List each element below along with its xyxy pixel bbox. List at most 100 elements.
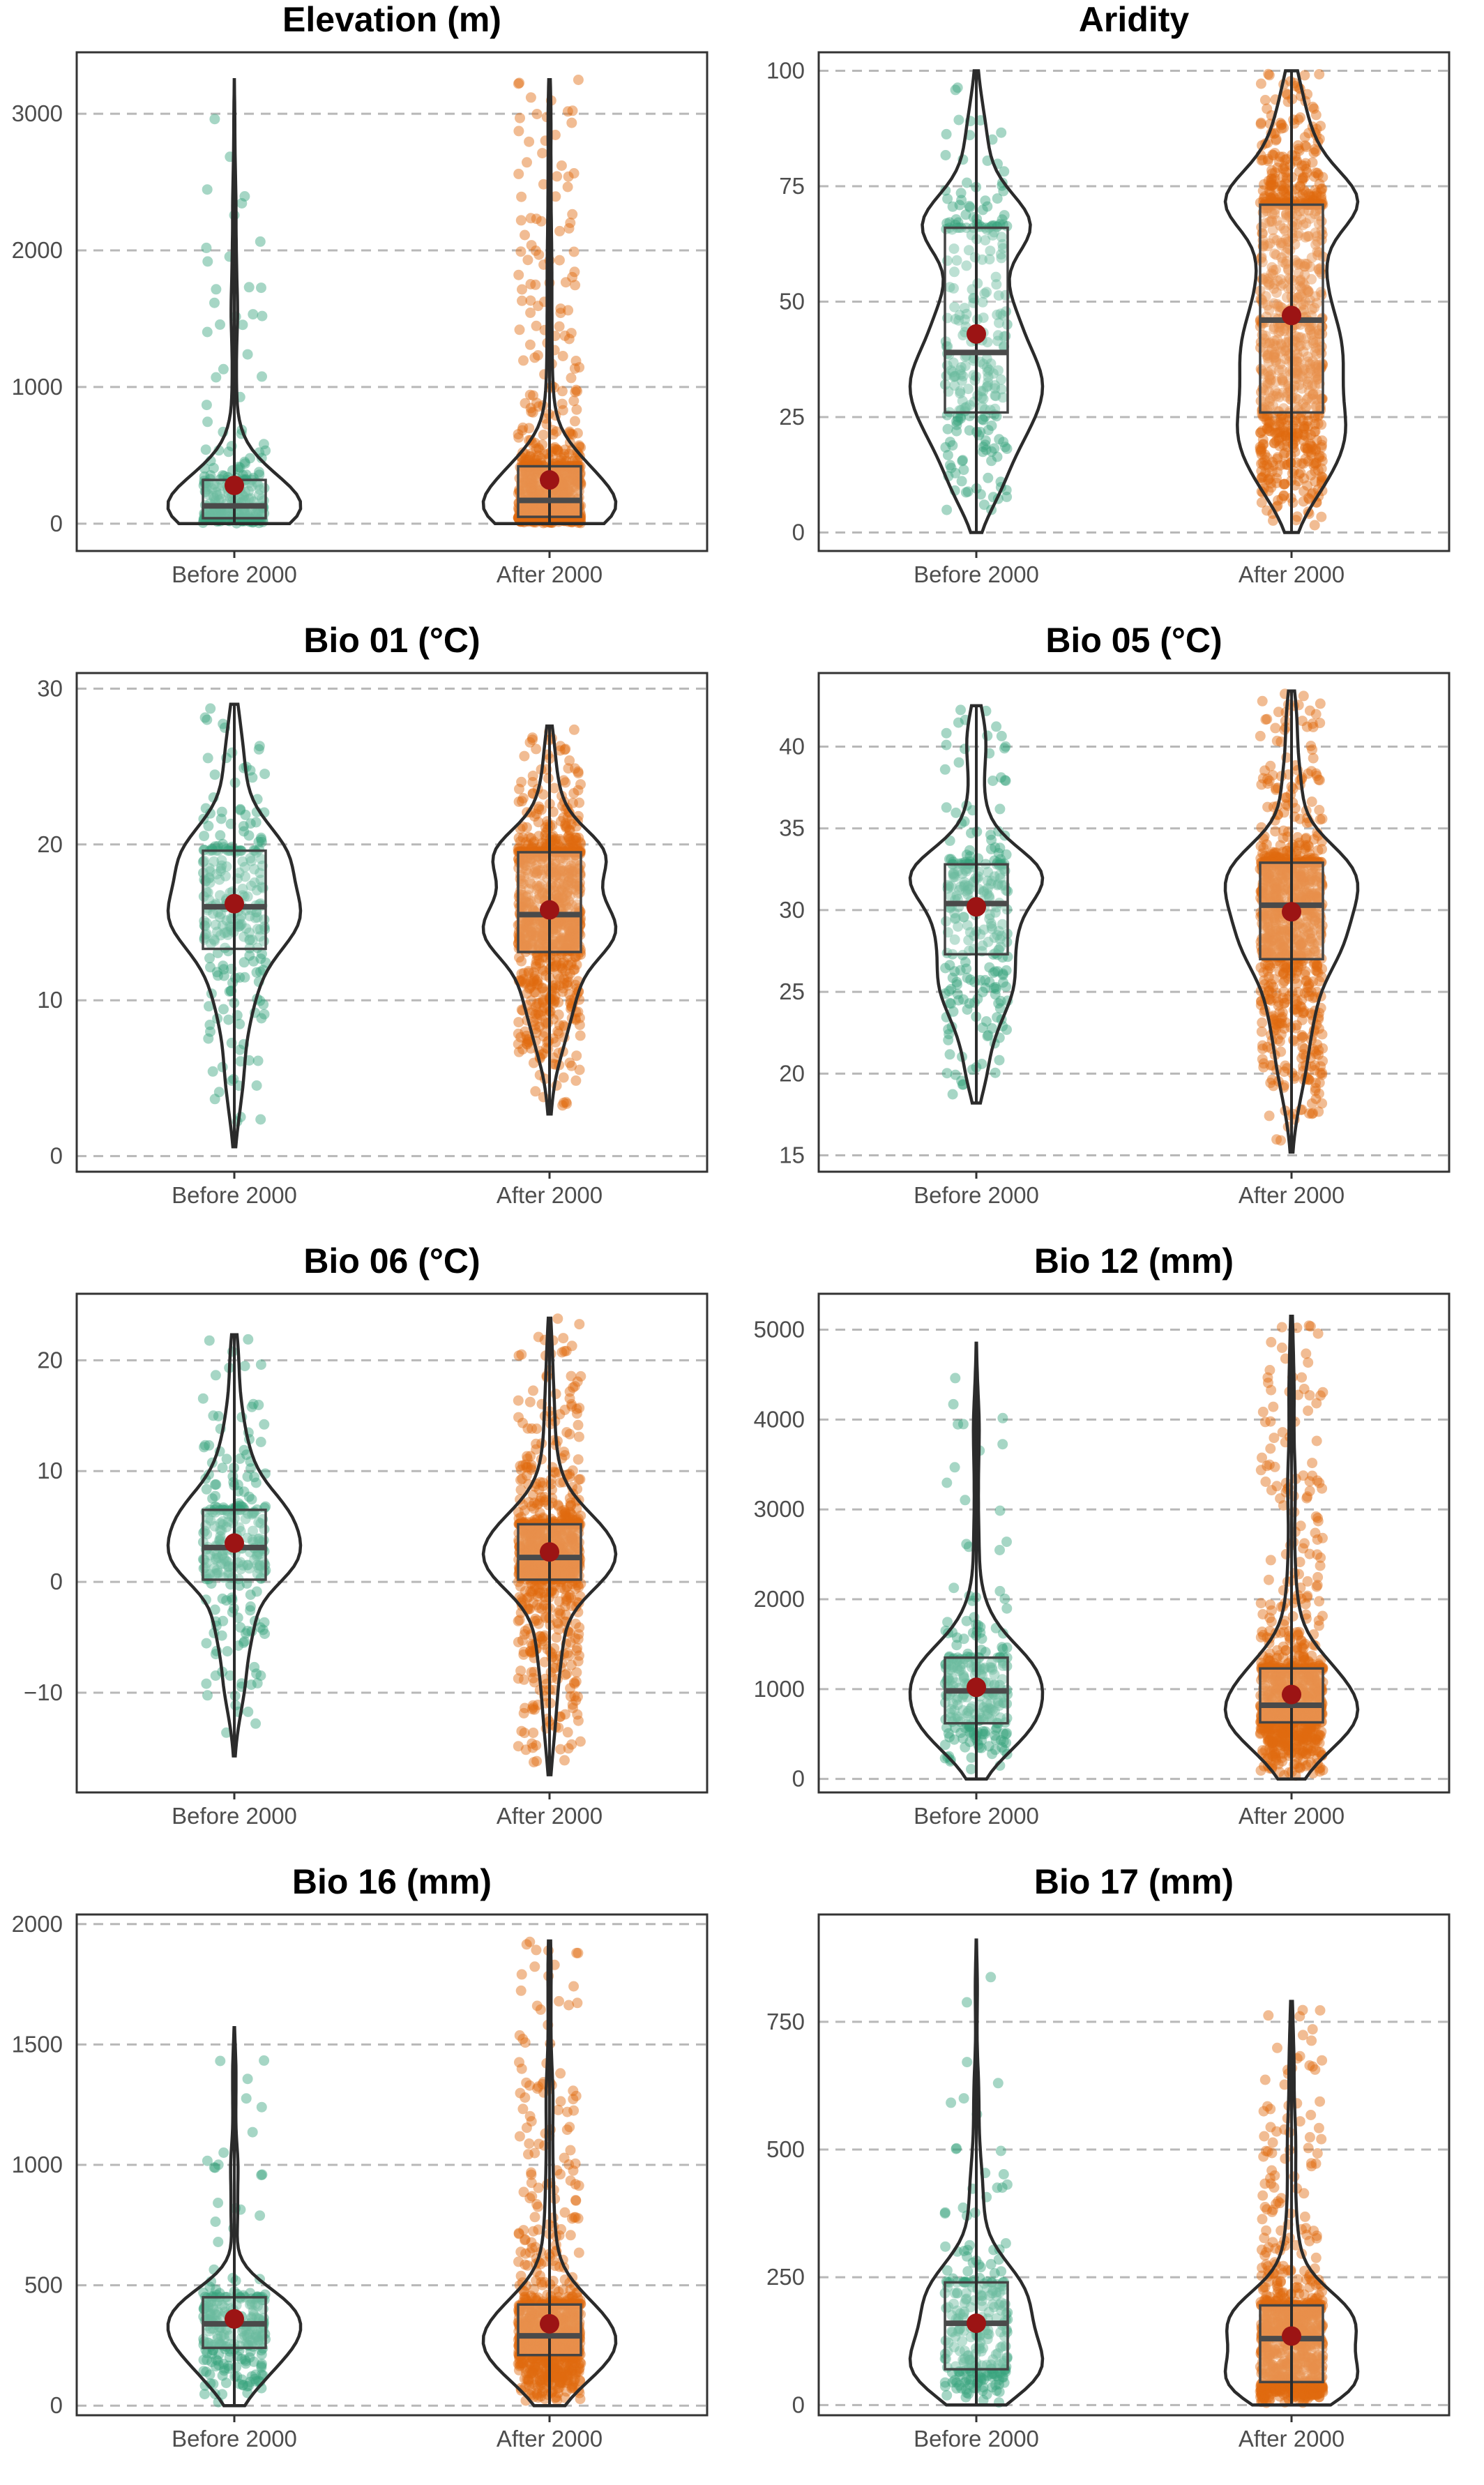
data-point — [1306, 191, 1317, 202]
data-point — [1264, 401, 1275, 412]
data-point — [234, 867, 245, 878]
data-point — [1310, 146, 1322, 157]
data-point — [995, 308, 1006, 319]
data-point — [1265, 760, 1276, 771]
data-point — [533, 803, 545, 815]
data-point — [217, 1516, 228, 1527]
data-point — [1297, 923, 1308, 934]
data-point — [554, 745, 566, 756]
data-point — [965, 974, 976, 985]
data-point — [524, 898, 535, 909]
data-point — [1301, 167, 1312, 178]
data-point — [535, 501, 545, 512]
data-point — [941, 128, 952, 139]
data-point — [212, 840, 223, 852]
data-point — [983, 1029, 994, 1041]
data-point — [1271, 1019, 1281, 1030]
data-point — [941, 739, 952, 750]
data-point — [1303, 455, 1314, 467]
data-point — [958, 912, 969, 923]
data-point — [1292, 871, 1303, 882]
data-point — [559, 882, 570, 893]
data-point — [253, 490, 264, 501]
data-point — [561, 821, 573, 832]
data-point — [1312, 871, 1323, 882]
data-point — [956, 195, 967, 206]
data-point — [1278, 942, 1289, 953]
data-point — [528, 467, 539, 478]
data-point — [1261, 866, 1271, 877]
data-point — [1312, 960, 1323, 971]
data-point — [536, 934, 547, 944]
data-point — [255, 953, 266, 965]
data-point — [530, 921, 541, 932]
data-point — [563, 475, 575, 486]
data-point — [1292, 292, 1303, 303]
data-point — [521, 921, 532, 932]
data-point — [565, 836, 576, 847]
data-point — [237, 319, 248, 331]
data-point — [1272, 194, 1283, 205]
data-point — [1278, 924, 1289, 935]
data-point — [950, 872, 960, 883]
data-point — [557, 467, 568, 478]
data-point — [1306, 1108, 1317, 1119]
data-point — [1269, 181, 1280, 192]
data-point — [1300, 879, 1310, 890]
data-point — [1276, 180, 1287, 191]
data-point — [1299, 258, 1310, 269]
data-point — [199, 831, 210, 842]
data-point — [571, 466, 582, 476]
data-point — [990, 380, 1001, 391]
data-point — [1269, 848, 1280, 859]
data-point — [215, 1559, 227, 1569]
data-point — [1313, 893, 1324, 905]
data-point — [206, 483, 218, 494]
data-point — [1260, 338, 1271, 349]
data-point — [1296, 938, 1308, 949]
data-point — [237, 856, 248, 867]
data-point — [1266, 979, 1277, 990]
data-point — [1257, 186, 1269, 196]
data-point — [556, 919, 568, 930]
data-point — [557, 1100, 568, 1111]
data-point — [1295, 413, 1306, 424]
data-point — [252, 479, 264, 490]
data-point — [1270, 916, 1281, 927]
data-point — [528, 390, 538, 401]
data-point — [529, 974, 540, 985]
data-point — [1313, 169, 1324, 181]
data-point — [237, 884, 248, 894]
data-point — [1278, 936, 1289, 947]
data-point — [1301, 975, 1312, 986]
data-point — [536, 930, 547, 942]
data-point — [559, 481, 570, 492]
data-point — [987, 230, 998, 241]
data-point — [534, 958, 545, 969]
data-point — [515, 1032, 527, 1043]
data-point — [1268, 179, 1279, 190]
data-point — [554, 886, 565, 897]
data-point — [212, 947, 223, 958]
data-point — [997, 919, 1008, 930]
data-point — [962, 881, 974, 891]
data-point — [205, 703, 216, 714]
data-point — [1282, 441, 1293, 453]
data-point — [535, 841, 546, 852]
data-point — [1264, 851, 1275, 862]
data-point — [1275, 1029, 1287, 1040]
data-point — [529, 352, 540, 363]
data-point — [1266, 375, 1277, 386]
data-point — [1295, 944, 1306, 956]
data-point — [1256, 885, 1267, 896]
data-point — [567, 923, 577, 934]
data-point — [1303, 379, 1314, 390]
data-point — [961, 308, 972, 319]
data-point — [248, 1525, 258, 1536]
data-point — [210, 1370, 221, 1381]
data-point — [1310, 239, 1322, 250]
data-point — [555, 741, 566, 752]
data-point — [521, 860, 532, 871]
data-point — [1299, 969, 1310, 980]
data-point — [992, 335, 1004, 347]
